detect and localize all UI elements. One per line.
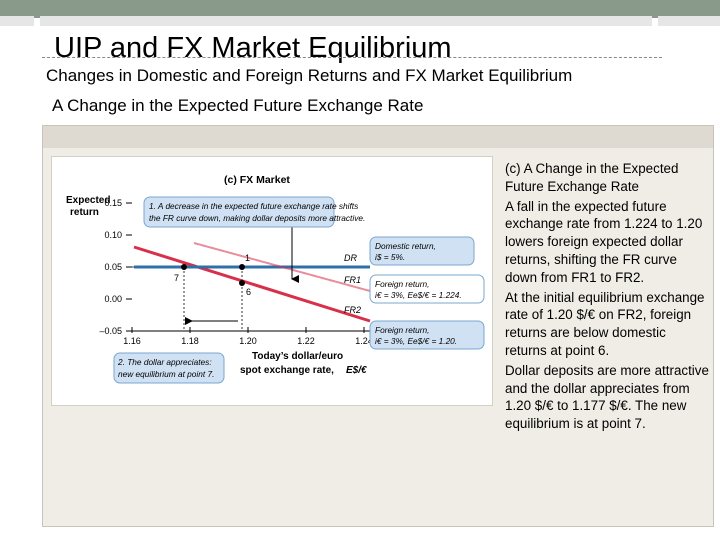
y-tick-label: 0.00 <box>104 294 122 304</box>
callout-foreign-return-2 <box>369 320 485 350</box>
x-axis-label-line1: Today’s dollar/euro <box>252 351 343 362</box>
title-divider <box>42 57 662 58</box>
callout-domestic-return <box>369 236 475 266</box>
panel-header-band <box>43 126 713 148</box>
slide-title: UIP and FX Market Equilibrium <box>54 32 452 64</box>
x-axis-symbol: E$/€ <box>346 365 367 376</box>
callout-shift-line1: 1. A decrease in the expected future exc… <box>149 201 358 211</box>
x-tick-label: 1.20 <box>239 336 257 346</box>
point-label-6: 6 <box>246 287 251 297</box>
foreign-return-1-line1: Foreign return, <box>375 279 429 289</box>
y-tick-label: 0.15 <box>104 198 122 208</box>
foreign-return-2-line2: i€ = 3%, Ee$/€ = 1.20. <box>375 336 457 346</box>
callout-appreciation-line2: new equilibrium at point 7. <box>118 369 214 379</box>
description-paragraph: Dollar deposits are more attractive and … <box>505 362 709 432</box>
y-axis-ticks <box>126 202 132 332</box>
point-label-1: 1 <box>245 253 250 263</box>
slide-heading: A Change in the Expected Future Exchange… <box>52 96 424 115</box>
slide-subtitle: Changes in Domestic and Foreign Returns … <box>46 66 573 85</box>
x-axis-label-line2: spot exchange rate, <box>240 365 334 376</box>
callout-shift <box>143 196 335 228</box>
x-tick-label: 1.24 <box>355 336 373 346</box>
top-bar <box>0 0 720 18</box>
foreign-return-1-line2: i€ = 3%, Ee$/€ = 1.224. <box>375 290 462 300</box>
domestic-return-line2: i$ = 5%. <box>375 252 405 262</box>
description-text: (c) A Change in the Expected Future Exch… <box>505 160 709 435</box>
foreign-return-2-line1: Foreign return, <box>375 325 429 335</box>
y-tick-label: –0.05 <box>99 326 122 336</box>
callout-appreciation-line1: 2. The dollar appreciates: <box>117 357 212 367</box>
fx-market-figure: (c) FX Market Expected return 0.15 0.10 … <box>51 156 493 406</box>
equilibrium-point-7 <box>181 264 187 270</box>
domestic-return-line1: Domestic return, <box>375 241 436 251</box>
header-tab-left <box>0 16 34 26</box>
equilibrium-point-1 <box>239 264 245 270</box>
callout-foreign-return-1 <box>369 274 485 304</box>
x-tick-label: 1.22 <box>297 336 315 346</box>
x-tick-label: 1.18 <box>181 336 199 346</box>
callout-shift-line2: the FR curve down, making dollar deposit… <box>149 213 365 223</box>
fr1-curve <box>193 242 371 292</box>
point-label-7: 7 <box>174 273 179 283</box>
y-axis-label-line2: return <box>70 207 99 218</box>
fr2-curve <box>133 245 371 323</box>
point-6 <box>239 280 245 286</box>
header-tab-right <box>658 16 720 26</box>
description-paragraph: A fall in the expected future exchange r… <box>505 198 703 285</box>
curve-label-dr: DR <box>344 253 357 263</box>
curve-label-fr1: FR1 <box>344 275 361 285</box>
x-tick-label: 1.16 <box>123 336 141 346</box>
y-axis-label-line1: Expected <box>66 195 110 206</box>
callout-appreciation <box>113 352 225 384</box>
figure-label: (c) FX Market <box>224 174 290 186</box>
y-tick-label: 0.10 <box>104 230 122 240</box>
curve-label-fr2: FR2 <box>344 305 361 315</box>
header-tab-middle <box>40 16 652 26</box>
fx-market-diagram: (c) FX Market Expected return 0.15 0.10 … <box>66 174 485 384</box>
x-axis-ticks <box>131 327 365 333</box>
y-tick-label: 0.05 <box>104 262 122 272</box>
description-paragraph: At the initial equilibrium exchange rate… <box>505 289 705 358</box>
description-paragraph: (c) A Change in the Expected Future Exch… <box>505 161 679 194</box>
content-panel: (c) FX Market Expected return 0.15 0.10 … <box>42 125 714 527</box>
